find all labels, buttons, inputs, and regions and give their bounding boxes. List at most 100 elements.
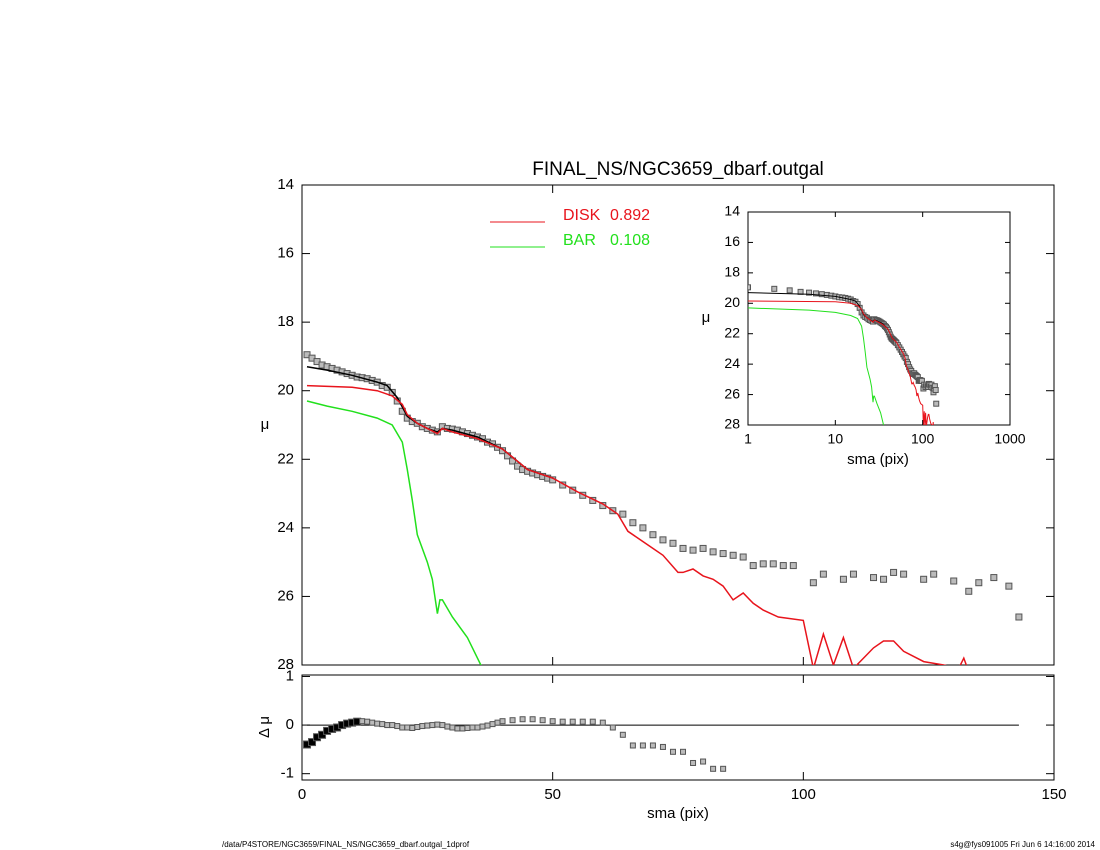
data-point: [1005, 582, 1013, 590]
residual-point: [619, 731, 626, 738]
x-tick-label: 10: [828, 431, 844, 447]
y-tick-label: 22: [277, 450, 294, 467]
residual-point: [639, 742, 646, 749]
data-point: [806, 289, 813, 296]
inset-plot: [748, 284, 940, 425]
residual-point: [659, 743, 666, 750]
y-tick-label: 28: [277, 656, 294, 673]
x-tick-label: 150: [1041, 786, 1066, 803]
residual-point: [474, 724, 481, 731]
residual-point: [690, 759, 697, 766]
y-tick-label: 1: [286, 667, 294, 684]
residual-point: [629, 742, 636, 749]
data-point: [812, 290, 819, 297]
data-point: [920, 575, 928, 583]
residual-point: [449, 724, 456, 731]
residual-point: [434, 721, 441, 728]
x-axis-label: sma (pix): [647, 805, 709, 822]
data-point: [659, 536, 667, 544]
y-tick-label: 18: [277, 313, 294, 330]
residual-point: [419, 723, 426, 730]
residual-point: [599, 719, 606, 726]
data-point: [870, 574, 878, 582]
data-point: [890, 568, 898, 576]
y-tick-label: 24: [724, 355, 740, 371]
residual-point: [519, 716, 526, 723]
residual-point: [710, 765, 717, 772]
residual-point: [579, 718, 586, 725]
y-tick-label: 0: [286, 716, 294, 733]
data-point: [849, 570, 857, 578]
x-tick-label: 100: [791, 786, 816, 803]
legend-value: 0.108: [610, 232, 650, 249]
series-line: [306, 384, 968, 665]
residual-point: [539, 717, 546, 724]
x-tick-label: 100: [911, 431, 935, 447]
data-point: [779, 562, 787, 570]
data-point: [965, 587, 973, 595]
data-point: [749, 562, 757, 570]
residual-point: [424, 722, 431, 729]
residual-point: [559, 718, 566, 725]
x-tick-label: 1: [744, 431, 752, 447]
y-tick-label: 18: [724, 264, 740, 280]
residual-point: [609, 724, 616, 731]
residual-frame: [301, 674, 1055, 781]
residual-point: [464, 724, 471, 731]
residual-point: [680, 748, 687, 755]
data-point: [932, 387, 939, 394]
data-point: [383, 383, 391, 391]
y-tick-label: 26: [277, 587, 294, 604]
data-point: [839, 575, 847, 583]
data-point: [933, 400, 940, 407]
y-tick-label: 16: [277, 245, 294, 262]
residual-point: [549, 718, 556, 725]
residual-point: [484, 722, 491, 729]
residual-point: [364, 718, 371, 725]
y-tick-label: 24: [277, 519, 294, 536]
y-tick-label: 26: [724, 385, 740, 401]
residual-point: [489, 721, 496, 728]
residual-point: [439, 722, 446, 729]
y-tick-label: -1: [281, 765, 294, 782]
data-point: [1015, 613, 1023, 621]
main-frame: [301, 184, 1055, 666]
series-line: [748, 300, 934, 425]
data-point: [739, 553, 747, 561]
footer-left: /data/P4STORE/NGC3659/FINAL_NS/NGC3659_d…: [222, 840, 470, 849]
residual-point: [589, 718, 596, 725]
y-tick-label: 16: [724, 233, 740, 249]
data-point: [930, 570, 938, 578]
data-point: [639, 524, 647, 532]
residual-point: [499, 718, 506, 725]
data-point: [719, 550, 727, 558]
data-point: [629, 519, 637, 527]
residual-point: [469, 724, 476, 731]
y-tick-label: 14: [724, 203, 740, 219]
legend-value: 0.892: [610, 207, 650, 224]
data-point: [759, 560, 767, 568]
residual-point: [394, 723, 401, 730]
y-tick-label: 20: [277, 382, 294, 399]
data-point: [789, 562, 797, 570]
residual-point: [369, 719, 376, 726]
data-point: [649, 531, 657, 539]
x-tick-label: 0: [298, 786, 306, 803]
data-point: [990, 574, 998, 582]
residual-point: [429, 722, 436, 729]
legend-label: DISK: [563, 207, 601, 224]
data-point: [769, 560, 777, 568]
footer-right: s4g@fys091005 Fri Jun 6 14:16:00 2014: [950, 840, 1095, 849]
data-point: [975, 579, 983, 587]
data-point: [709, 548, 717, 556]
residual-point: [569, 718, 576, 725]
data-point: [669, 539, 677, 547]
residual-point: [529, 716, 536, 723]
data-point: [819, 570, 827, 578]
chart-title: FINAL_NS/NGC3659_dbarf.outgal: [532, 159, 824, 180]
data-point: [950, 577, 958, 585]
residual-point: [389, 722, 396, 729]
data-point: [729, 551, 737, 559]
series-line: [306, 400, 482, 665]
